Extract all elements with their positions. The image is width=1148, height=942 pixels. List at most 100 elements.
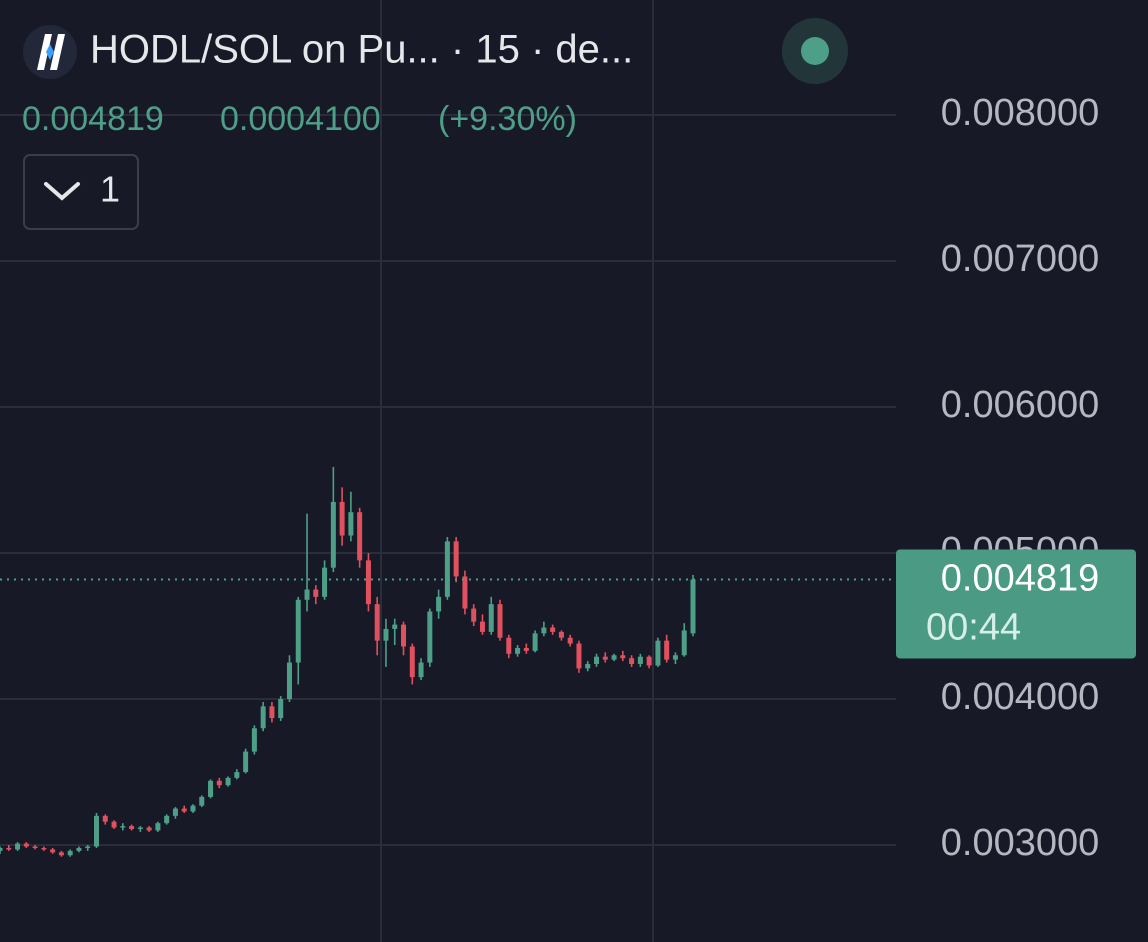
candle-body [330, 501, 336, 568]
y-tick-label: 0.003000 [941, 822, 1100, 864]
candle-body [462, 576, 468, 609]
candle-body [58, 852, 64, 856]
candle-body [67, 850, 73, 856]
candle-body [523, 647, 529, 651]
legend-close: 0.004819 [22, 100, 164, 138]
candle-body [286, 662, 292, 700]
countdown-label: 00:44 [926, 607, 1021, 649]
candle-body [225, 777, 231, 786]
candle-body [50, 849, 56, 853]
candle-body [436, 596, 442, 612]
candle-body [392, 624, 398, 629]
overlay: HODL/SOL on Pu... · 15 · de... 0.004819 … [22, 18, 848, 230]
candle-body [0, 847, 3, 851]
status-dot [801, 37, 829, 65]
candle-body [506, 637, 512, 654]
candle-body [497, 604, 503, 638]
candle-body [111, 821, 117, 828]
candle-body [585, 664, 591, 669]
candle-body [269, 706, 275, 719]
candle-body [444, 541, 450, 597]
candle-body [471, 608, 477, 622]
candle-body [199, 796, 205, 806]
candle-body [15, 843, 21, 850]
candle-body [611, 655, 617, 660]
indicator-count: 1 [100, 169, 120, 210]
candle-body [681, 630, 687, 656]
candle-body [690, 579, 696, 634]
candle-body [672, 655, 678, 660]
candle-body [576, 643, 582, 669]
candle-body [85, 846, 91, 849]
y-tick-label: 0.004000 [941, 676, 1100, 718]
y-tick-label: 0.006000 [941, 384, 1100, 426]
candle-body [234, 772, 240, 778]
candle-body [6, 847, 12, 850]
candle-body [313, 589, 319, 597]
symbol-icon-diamond [46, 44, 54, 60]
candle-body [251, 728, 257, 752]
y-tick-label: 0.008000 [941, 92, 1100, 134]
candle-body [348, 512, 354, 536]
legend-change-pct: (+9.30%) [438, 100, 577, 138]
candle-body [602, 656, 608, 660]
candle-body [427, 611, 433, 663]
candle-body [357, 512, 363, 561]
candle-body [102, 815, 108, 822]
candle-body [76, 847, 82, 851]
candle-body [383, 628, 389, 641]
candle-body [594, 656, 600, 665]
candle-body [453, 541, 459, 577]
y-tick-label: 0.007000 [941, 238, 1100, 280]
candle-body [120, 826, 126, 828]
candle-body [32, 846, 38, 849]
candle-body [23, 843, 29, 847]
candle-body [208, 780, 214, 797]
candle-body [664, 640, 670, 660]
candle-body [479, 621, 485, 632]
candle-body [655, 640, 661, 666]
candle-body [172, 808, 178, 816]
candle-body [418, 662, 424, 678]
candle-body [558, 631, 564, 638]
candles [0, 466, 896, 857]
candle-body [532, 633, 538, 651]
candle-body [129, 826, 135, 829]
candle-body [488, 604, 494, 632]
candle-body [137, 827, 143, 830]
chart-title: HODL/SOL on Pu... · 15 · de... [90, 28, 633, 72]
candle-body [374, 604, 380, 641]
candle-body [515, 647, 521, 654]
candle-body [243, 751, 249, 773]
candle-body [401, 624, 407, 647]
candle-body [181, 808, 187, 812]
chevron-icon [44, 182, 80, 201]
candle-body [164, 815, 170, 824]
candle-body [567, 637, 573, 644]
candle-body [278, 699, 284, 719]
candle-body [260, 706, 266, 729]
indicator-toggle[interactable] [23, 154, 139, 230]
candle-body [637, 656, 643, 665]
last-price-box [896, 549, 1136, 659]
candle-body [216, 780, 222, 786]
candle-body [41, 847, 47, 850]
candle-body [620, 655, 626, 659]
candle-body [550, 627, 556, 632]
candle-body [339, 501, 345, 536]
candle-body [155, 823, 161, 831]
symbol-icon-mark [37, 34, 65, 70]
legend-change: 0.0004100 [220, 100, 381, 138]
candle-body [365, 560, 371, 605]
candle-body [93, 815, 99, 847]
candle-body [146, 827, 152, 831]
candle-body [304, 589, 310, 600]
candle-body [541, 627, 547, 634]
last-price-label: 0.004819 [941, 558, 1100, 600]
candle-body [409, 646, 415, 678]
candle-body [629, 658, 635, 665]
candle-body [190, 805, 196, 812]
